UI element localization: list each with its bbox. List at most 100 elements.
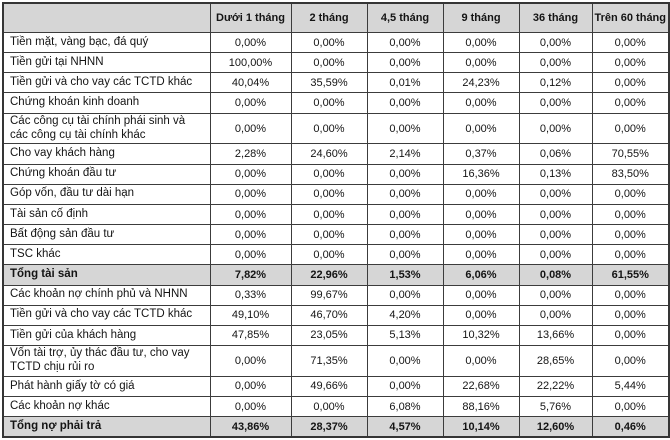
value-cell: 49,66% <box>290 375 368 398</box>
value-cell: 0,00% <box>518 284 593 306</box>
value-cell: 0,00% <box>442 203 520 226</box>
value-cell: 0,00% <box>290 224 368 246</box>
value-cell: 0,00% <box>290 52 368 74</box>
value-cell: 13,66% <box>518 324 593 347</box>
value-cell: 23,05% <box>290 324 368 347</box>
value-cell: 0,00% <box>209 244 292 266</box>
total-row: Tổng tài sản 7,82% 22,96% 1,53% 6,06% 0,08% 61… <box>2 264 670 286</box>
table-row: Bất động sản đầu tư 0,00% 0,00% 0,00% 0,00% 0… <box>2 224 670 246</box>
value-cell: 0,00% <box>442 52 520 74</box>
table-row: Chứng khoán đầu tư 0,00% 0,00% 0,00% 16,36% 0… <box>2 163 670 185</box>
value-cell: 0,33% <box>209 284 292 306</box>
value-cell: 0,00% <box>209 345 292 377</box>
value-cell: 0,12% <box>518 72 593 94</box>
value-cell: 1,53% <box>366 264 444 286</box>
value-cell: 0,00% <box>209 396 292 418</box>
value-cell: 0,00% <box>290 31 368 54</box>
value-cell: 28,65% <box>518 345 593 377</box>
value-cell: 0,00% <box>366 284 444 306</box>
value-cell: 0,00% <box>442 112 520 145</box>
value-cell: 22,96% <box>290 264 368 286</box>
value-cell: 0,00% <box>591 183 670 205</box>
row-label: Tiền gửi tại NHNN <box>2 52 211 74</box>
value-cell: 40,04% <box>209 72 292 94</box>
value-cell: 0,00% <box>591 345 670 377</box>
value-cell: 0,00% <box>209 163 292 185</box>
value-cell: 0,00% <box>442 31 520 54</box>
value-cell: 10,14% <box>442 416 520 438</box>
value-cell: 0,00% <box>209 31 292 54</box>
value-cell: 100,00% <box>209 52 292 74</box>
value-cell: 0,00% <box>209 203 292 226</box>
value-cell: 0,00% <box>209 92 292 114</box>
value-cell: 24,23% <box>442 72 520 94</box>
value-cell: 43,86% <box>209 416 292 438</box>
value-cell: 0,00% <box>290 92 368 114</box>
table-row: Tiền gửi và cho vay các TCTD khác 40,04% 3… <box>2 72 670 94</box>
column-header: Dưới 1 tháng <box>209 2 292 33</box>
value-cell: 0,00% <box>518 31 593 54</box>
value-cell: 2,28% <box>209 143 292 165</box>
table-row: Tài sản cố định 0,00% 0,00% 0,00% 0,00% 0,00%… <box>2 203 670 226</box>
value-cell: 83,50% <box>591 163 670 185</box>
row-label: Tiền gửi của khách hàng <box>2 324 211 347</box>
row-label: Tiền gửi và cho vay các TCTD khác <box>2 72 211 94</box>
value-cell: 0,37% <box>442 143 520 165</box>
value-cell: 0,00% <box>290 163 368 185</box>
row-label: Tiền gửi và cho vay các TCTD khác <box>2 304 211 326</box>
value-cell: 0,00% <box>366 375 444 398</box>
value-cell: 70,55% <box>591 143 670 165</box>
value-cell: 0,00% <box>591 92 670 114</box>
value-cell: 0,00% <box>442 284 520 306</box>
value-cell: 35,59% <box>290 72 368 94</box>
value-cell: 0,00% <box>209 112 292 145</box>
value-cell: 0,13% <box>518 163 593 185</box>
value-cell: 0,00% <box>591 203 670 226</box>
row-label: Tổng tài sản <box>2 264 211 286</box>
value-cell: 12,60% <box>518 416 593 438</box>
value-cell: 0,00% <box>290 112 368 145</box>
value-cell: 0,46% <box>591 416 670 438</box>
value-cell: 0,00% <box>591 72 670 94</box>
value-cell: 0,00% <box>366 224 444 246</box>
table-row: Cho vay khách hàng 2,28% 24,60% 2,14% 0,37% 0… <box>2 143 670 165</box>
row-label: Vốn tài trợ, ủy thác đầu tư, cho vay TCT… <box>2 345 211 377</box>
row-label: Các công cụ tài chính phái sinh và các c… <box>2 112 211 145</box>
table-row: Vốn tài trợ, ủy thác đầu tư, cho vay TCT… <box>2 345 670 377</box>
value-cell: 10,32% <box>442 324 520 347</box>
value-cell: 0,00% <box>518 52 593 74</box>
table-row: Các công cụ tài chính phái sinh và các c… <box>2 112 670 145</box>
value-cell: 0,00% <box>591 224 670 246</box>
value-cell: 0,00% <box>518 112 593 145</box>
value-cell: 0,00% <box>591 244 670 266</box>
value-cell: 5,44% <box>591 375 670 398</box>
value-cell: 0,00% <box>442 244 520 266</box>
value-cell: 0,00% <box>366 112 444 145</box>
value-cell: 0,00% <box>209 224 292 246</box>
value-cell: 0,00% <box>518 304 593 326</box>
column-header-row: Dưới 1 tháng 2 tháng 4,5 tháng 9 tháng 36 th… <box>2 2 670 33</box>
value-cell: 0,00% <box>442 92 520 114</box>
table-row: Phát hành giấy tờ có giá 0,00% 49,66% 0,00%… <box>2 375 670 398</box>
value-cell: 0,08% <box>518 264 593 286</box>
value-cell: 5,13% <box>366 324 444 347</box>
value-cell: 0,00% <box>366 92 444 114</box>
total-row: Tổng nợ phải trả 43,86% 28,37% 4,57% 10,14% 1… <box>2 416 670 438</box>
table-row: Góp vốn, đầu tư dài hạn 0,00% 0,00% 0,00% 0,… <box>2 183 670 205</box>
row-label: Các khoản nợ chính phủ và NHNN <box>2 284 211 306</box>
value-cell: 0,00% <box>591 324 670 347</box>
table-row: Tiền mặt, vàng bạc, đá quý 0,00% 0,00% 0,00… <box>2 31 670 54</box>
value-cell: 0,00% <box>591 31 670 54</box>
value-cell: 5,76% <box>518 396 593 418</box>
column-header: 4,5 tháng <box>366 2 444 33</box>
value-cell: 47,85% <box>209 324 292 347</box>
row-label: Bất động sản đầu tư <box>2 224 211 246</box>
table-row: Các khoản nợ khác 0,00% 0,00% 6,08% 88,16% 5,… <box>2 396 670 418</box>
value-cell: 16,36% <box>442 163 520 185</box>
value-cell: 0,00% <box>591 112 670 145</box>
value-cell: 0,00% <box>366 203 444 226</box>
table-row: TSC khác 0,00% 0,00% 0,00% 0,00% 0,00% 0,00% <box>2 244 670 266</box>
value-cell: 0,00% <box>209 375 292 398</box>
